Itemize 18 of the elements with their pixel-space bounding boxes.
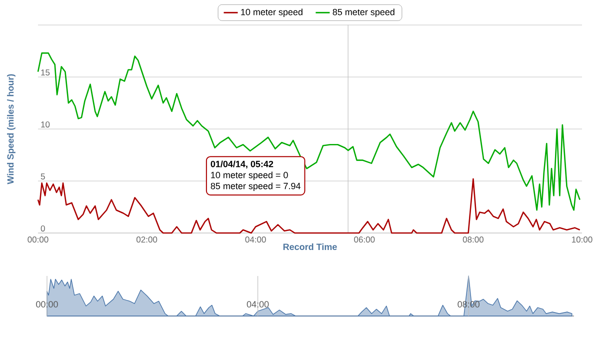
y-tick-label: 10: [41, 121, 50, 128]
annotation: 10 meter speed = 0: [211, 172, 288, 180]
x-tick-label: 10:00: [572, 236, 592, 243]
annotation: 01/04/14, 05:42: [210, 160, 274, 169]
x-tick-label: 06:00: [354, 236, 375, 243]
x-tick-label: 08:00: [462, 236, 484, 243]
legend-label: 10 meter speed: [241, 8, 302, 18]
y-axis-title: Wind Speed (miles / hour): [7, 74, 16, 184]
x-tick-label: 04:00: [245, 236, 266, 243]
y-tick-label: 5: [40, 174, 45, 180]
x-tick-label: 02:00: [136, 236, 158, 243]
y-tick-label: 15: [41, 70, 50, 76]
x-tick-label: 04:00: [246, 301, 269, 308]
annotation: 85 meter speed = 7.94: [210, 182, 300, 191]
x-axis-title: Record Time: [283, 243, 337, 250]
x-tick-label: 00:00: [28, 236, 48, 243]
y-tick-label: 0: [40, 225, 45, 232]
legend-label: 85 meter speed: [332, 8, 394, 18]
